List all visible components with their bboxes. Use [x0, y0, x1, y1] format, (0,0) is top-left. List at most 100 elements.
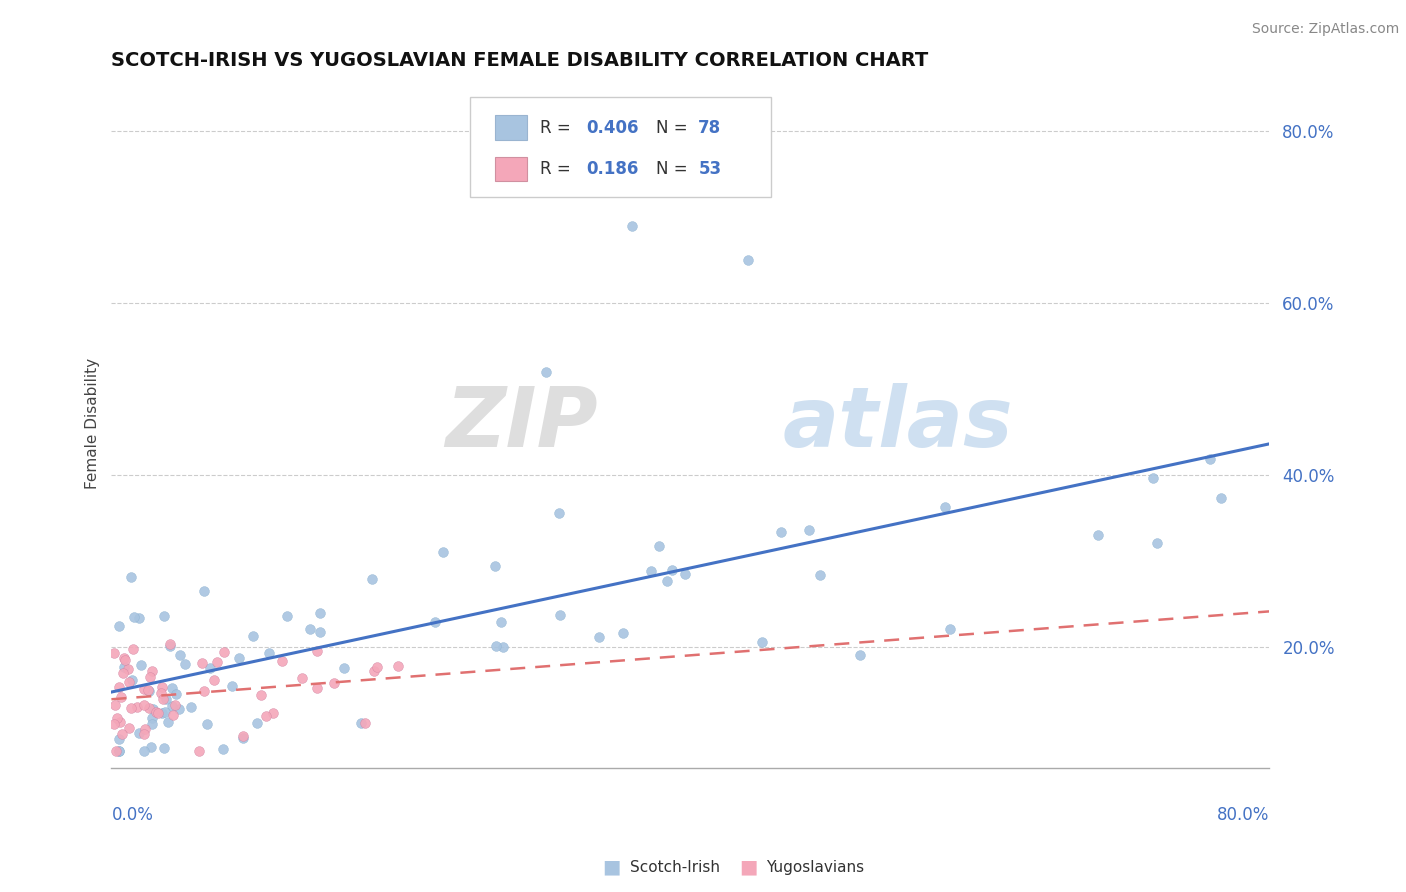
- Point: [547, 507, 569, 521]
- Point: [191, 656, 214, 670]
- Point: [673, 566, 696, 581]
- Point: [150, 706, 173, 721]
- Point: [197, 717, 219, 731]
- Text: 0.186: 0.186: [586, 160, 638, 178]
- Point: [808, 568, 831, 582]
- Point: [228, 651, 250, 665]
- Text: 0.0%: 0.0%: [111, 805, 153, 823]
- Text: R =: R =: [540, 119, 575, 136]
- Point: [621, 219, 644, 233]
- Point: [1142, 471, 1164, 485]
- Point: [1209, 491, 1232, 505]
- Point: [934, 500, 956, 514]
- Text: ZIP: ZIP: [446, 384, 598, 464]
- Point: [138, 683, 160, 698]
- Point: [423, 615, 446, 629]
- Point: [128, 610, 150, 624]
- Point: [112, 666, 135, 681]
- Point: [661, 563, 683, 577]
- Point: [309, 606, 332, 620]
- Point: [134, 743, 156, 757]
- Point: [159, 637, 181, 651]
- Point: [141, 711, 163, 725]
- Point: [139, 740, 162, 755]
- Text: Scotch-Irish: Scotch-Irish: [630, 860, 720, 874]
- Point: [363, 664, 385, 678]
- Point: [751, 635, 773, 649]
- Point: [141, 665, 163, 679]
- Point: [648, 539, 671, 553]
- Point: [108, 680, 131, 694]
- Point: [205, 655, 228, 669]
- Point: [150, 680, 173, 694]
- Point: [134, 723, 156, 737]
- Point: [254, 709, 277, 723]
- Point: [1087, 527, 1109, 541]
- Point: [174, 657, 197, 672]
- Point: [799, 523, 821, 537]
- Point: [366, 660, 388, 674]
- Point: [212, 645, 235, 659]
- Point: [107, 731, 129, 746]
- Point: [250, 689, 273, 703]
- Point: [122, 642, 145, 657]
- Text: atlas: atlas: [783, 384, 1014, 464]
- Point: [737, 253, 759, 268]
- Point: [484, 558, 506, 573]
- Point: [198, 660, 221, 674]
- Point: [270, 654, 292, 668]
- Point: [188, 743, 211, 757]
- Point: [193, 584, 215, 599]
- Text: ■: ■: [738, 857, 758, 877]
- Point: [489, 615, 512, 630]
- Point: [180, 700, 202, 714]
- Text: ■: ■: [602, 857, 621, 877]
- Point: [121, 673, 143, 687]
- Y-axis label: Female Disability: Female Disability: [86, 358, 100, 489]
- Point: [134, 698, 156, 712]
- Point: [105, 711, 128, 725]
- Point: [849, 648, 872, 663]
- Point: [125, 700, 148, 714]
- Point: [122, 610, 145, 624]
- Point: [485, 640, 508, 654]
- Point: [152, 609, 174, 624]
- Point: [193, 684, 215, 698]
- Point: [1146, 535, 1168, 549]
- Point: [117, 674, 139, 689]
- Text: Source: ZipAtlas.com: Source: ZipAtlas.com: [1251, 22, 1399, 37]
- Point: [160, 699, 183, 714]
- Point: [103, 717, 125, 731]
- Point: [136, 683, 159, 698]
- Point: [246, 716, 269, 731]
- Text: 53: 53: [699, 160, 721, 178]
- Text: 80.0%: 80.0%: [1216, 805, 1270, 823]
- Text: R =: R =: [540, 160, 575, 178]
- Point: [548, 608, 571, 623]
- Point: [139, 670, 162, 684]
- Point: [104, 698, 127, 713]
- Point: [112, 660, 135, 674]
- Point: [167, 702, 190, 716]
- Point: [145, 706, 167, 720]
- Point: [152, 740, 174, 755]
- Point: [212, 742, 235, 756]
- Text: SCOTCH-IRISH VS YUGOSLAVIAN FEMALE DISABILITY CORRELATION CHART: SCOTCH-IRISH VS YUGOSLAVIAN FEMALE DISAB…: [111, 51, 928, 70]
- Point: [432, 545, 454, 559]
- Point: [939, 622, 962, 636]
- Point: [149, 686, 172, 700]
- Point: [655, 574, 678, 588]
- Point: [103, 646, 125, 660]
- Point: [333, 661, 356, 675]
- Point: [323, 675, 346, 690]
- Point: [155, 691, 177, 706]
- Text: 78: 78: [699, 119, 721, 136]
- Point: [132, 681, 155, 696]
- Point: [156, 714, 179, 729]
- Point: [141, 717, 163, 731]
- Point: [108, 715, 131, 730]
- Point: [107, 618, 129, 632]
- Point: [612, 626, 634, 640]
- Point: [138, 701, 160, 715]
- Point: [349, 715, 371, 730]
